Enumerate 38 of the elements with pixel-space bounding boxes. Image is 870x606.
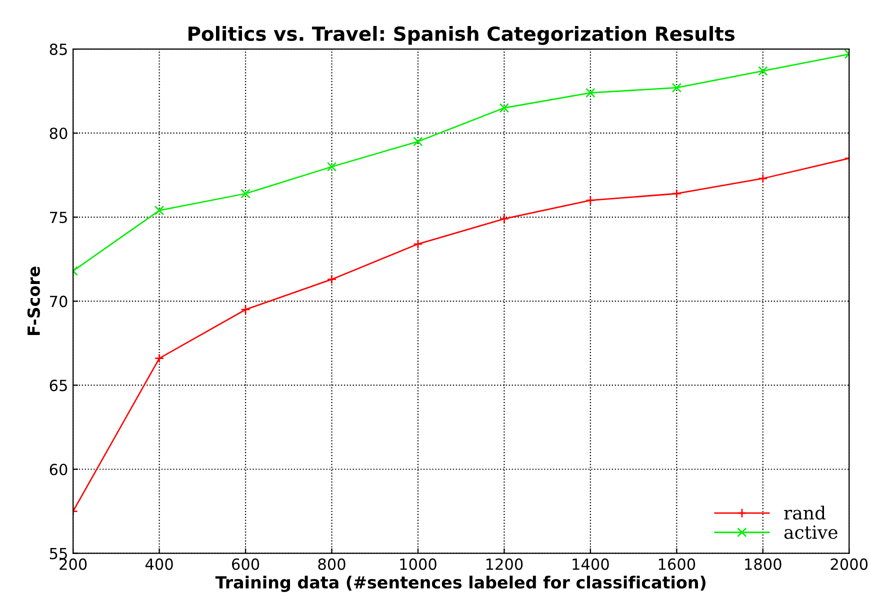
- x-axis-title: Training data (#sentences labeled for classification): [215, 576, 706, 592]
- x-tick-label: 1600: [658, 558, 696, 570]
- point: [326, 274, 337, 284]
- point: [326, 162, 337, 172]
- x-tick-label: 2000: [830, 558, 868, 570]
- point: [499, 103, 510, 113]
- point: [154, 353, 164, 364]
- point: [499, 214, 510, 224]
- legend-label: rand: [784, 506, 826, 520]
- x-tick-label: 600: [232, 558, 260, 570]
- point: [240, 304, 250, 314]
- y-tick-label: 70: [50, 296, 68, 308]
- x-tick-label: 1000: [400, 558, 436, 570]
- y-tick-label: 60: [50, 464, 68, 476]
- point: [413, 239, 423, 249]
- point: [240, 188, 250, 198]
- y-tick-label: 55: [50, 548, 67, 560]
- y-tick-label: 75: [50, 212, 67, 224]
- legend-label: active: [784, 525, 838, 539]
- y-tick-label: 65: [50, 380, 67, 392]
- point: [586, 88, 596, 98]
- point: [672, 188, 682, 198]
- point: [758, 66, 768, 76]
- point: [672, 82, 682, 93]
- y-tick-label: 85: [50, 44, 67, 56]
- chart-title: Politics vs. Travel: Spanish Categorization Results: [188, 26, 735, 45]
- y-axis-title: F-Score: [27, 266, 40, 335]
- point: [413, 136, 423, 146]
- x-tick-label: 200: [60, 558, 87, 570]
- point: [586, 195, 596, 206]
- point: [758, 174, 768, 184]
- x-tick-label: 400: [145, 558, 173, 570]
- x-tick-label: 800: [318, 558, 346, 570]
- x-tick-label: 1800: [745, 558, 782, 570]
- x-tick-label: 1200: [486, 558, 523, 570]
- y-tick-label: 80: [50, 128, 68, 140]
- x-tick-label: 1400: [572, 558, 609, 570]
- point: [154, 206, 164, 216]
